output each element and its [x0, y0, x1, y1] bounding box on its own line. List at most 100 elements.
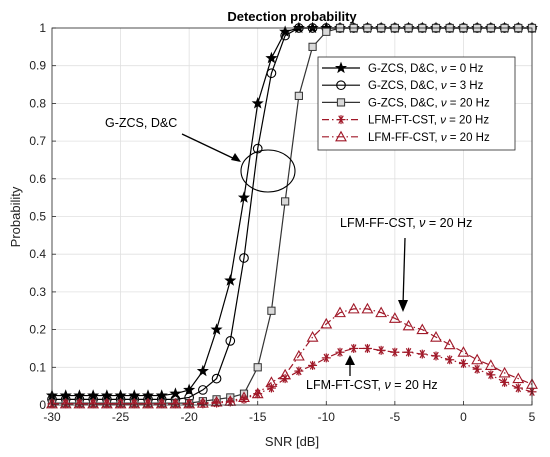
annotation-gzcs: G-ZCS, D&C [105, 116, 177, 130]
y-tick-label: 0.9 [29, 59, 46, 73]
data-point [198, 385, 208, 395]
legend-entry: G-ZCS, D&C, ν = 3 Hz [322, 80, 484, 92]
data-point [308, 360, 318, 370]
data-point [334, 306, 346, 318]
annotation-ft-prefix: LFM-FT-CST, [306, 378, 384, 392]
annotation-ff-prefix: LFM-FF-CST, [340, 216, 419, 230]
data-point [280, 30, 290, 41]
data-point [46, 397, 58, 409]
data-point [431, 351, 441, 361]
data-point [266, 68, 277, 79]
data-point [458, 359, 468, 369]
y-tick-label: 0.8 [29, 96, 46, 110]
x-tick-label: 0 [460, 410, 467, 424]
data-point [404, 347, 414, 357]
data-point [73, 397, 86, 409]
data-point [402, 319, 415, 331]
data-point [237, 191, 251, 203]
data-point [155, 397, 168, 409]
legend-label: G-ZCS, D&C, ν = 20 Hz [368, 97, 490, 109]
y-tick-label: 0.7 [29, 134, 46, 148]
legend: G-ZCS, D&C, ν = 0 Hz G-ZCS, D&C, ν = 3 Hz… [317, 56, 516, 151]
data-point [281, 197, 290, 206]
data-point [267, 306, 276, 315]
data-point [388, 312, 401, 323]
data-point [349, 343, 359, 353]
data-point [211, 373, 222, 384]
x-tick-label: -20 [180, 410, 198, 424]
data-point [251, 97, 264, 109]
annotation-ft-suffix: = 20 Hz [391, 378, 438, 392]
data-point [320, 317, 333, 329]
data-point [265, 51, 278, 64]
annotation-ft: LFM-FT-CST, ν = 20 Hz [306, 378, 438, 392]
data-point [443, 338, 456, 350]
data-point [183, 397, 196, 409]
annotation-ff-arrowhead [398, 300, 408, 312]
annotation-ft-arrowhead [345, 355, 355, 365]
data-point [114, 397, 127, 409]
annotation-ff-arrow [402, 237, 406, 306]
y-tick-label: 0.2 [29, 323, 46, 337]
data-point [224, 274, 237, 286]
chart-title: Detection probability [227, 9, 357, 24]
data-point [238, 391, 250, 403]
data-point [498, 366, 511, 378]
data-point [196, 396, 209, 408]
data-point [239, 253, 249, 263]
legend-entries: G-ZCS, D&C, ν = 0 Hz G-ZCS, D&C, ν = 3 Hz… [322, 61, 490, 144]
data-point [390, 347, 400, 357]
data-point [416, 323, 429, 335]
legend-entry: LFM-FF-CST, ν = 20 Hz [322, 130, 490, 144]
data-point [183, 383, 196, 396]
data-point [294, 366, 304, 376]
data-point [279, 368, 292, 380]
data-point [335, 347, 345, 357]
legend-entry: G-ZCS, D&C, ν = 0 Hz [322, 61, 484, 75]
data-point [253, 363, 262, 372]
annotation-ff-nu: ν [419, 216, 426, 230]
x-tick-label: 5 [529, 410, 536, 424]
data-point [100, 397, 113, 409]
x-tick-label: -25 [112, 410, 130, 424]
x-tick-label: -5 [390, 410, 401, 424]
data-point [322, 27, 331, 36]
data-point [417, 349, 427, 359]
data-point [59, 397, 72, 409]
data-point [266, 383, 276, 393]
data-point [457, 346, 470, 357]
legend-label: LFM-FT-CST, ν = 20 Hz [368, 115, 489, 127]
data-point [210, 395, 223, 407]
data-point [308, 42, 317, 51]
x-tick-label: -15 [249, 410, 267, 424]
data-point [500, 377, 510, 387]
legend-box [317, 56, 516, 151]
data-point [361, 302, 374, 314]
data-point [294, 91, 303, 100]
series-line [52, 308, 533, 405]
annotation-gzcs-ellipse [240, 149, 296, 193]
data-point [169, 397, 182, 409]
data-point [486, 370, 496, 380]
data-point [430, 331, 442, 342]
y-tick-label: 0.1 [29, 360, 46, 374]
data-point [321, 353, 331, 363]
y-tick-label: 0.6 [29, 172, 46, 186]
x-axis-label: SNR [dB] [265, 434, 319, 449]
data-point [169, 387, 182, 399]
annotation-ff: LFM-FF-CST, ν = 20 Hz [340, 216, 472, 230]
data-point [252, 143, 263, 154]
data-point [362, 343, 372, 353]
series-5 [46, 302, 538, 409]
data-point [445, 355, 455, 365]
legend-marker [336, 115, 346, 125]
data-point [265, 376, 278, 387]
data-point [251, 387, 264, 399]
data-point [306, 331, 319, 342]
y-tick-label: 1 [39, 21, 46, 35]
data-point [225, 336, 236, 346]
data-point [87, 397, 100, 409]
ticks: -30 -25 -20 -15 -10 -5 0 5 0 0.1 0.2 0.3 0.4 0.5 0.6 0.… [29, 21, 535, 424]
x-tick-label: -30 [43, 410, 61, 424]
